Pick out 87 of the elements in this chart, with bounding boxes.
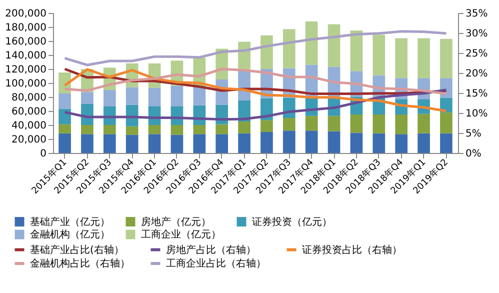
- legend-label: 证券投资占比（右轴）: [302, 244, 402, 256]
- bar: [103, 134, 116, 153]
- line-series: [64, 88, 448, 121]
- bar: [440, 112, 452, 134]
- bar: [238, 133, 250, 153]
- bar: [418, 114, 430, 134]
- bar: [260, 35, 273, 69]
- bar: [81, 92, 94, 104]
- bar: [193, 134, 206, 153]
- bar: [148, 125, 161, 134]
- bar: [395, 38, 408, 78]
- legend-label: 房地产占比（右轴）: [166, 244, 256, 256]
- bar: [440, 98, 452, 112]
- bar: [418, 38, 430, 78]
- bar: [193, 125, 206, 134]
- bar: [148, 88, 161, 106]
- bar: [216, 134, 228, 153]
- bar: [372, 34, 386, 76]
- bar: [238, 122, 250, 134]
- y-tick-label: 20,000: [12, 134, 46, 146]
- legend-label: 工商企业（亿元）: [141, 228, 221, 240]
- bar: [260, 132, 273, 153]
- bar: [305, 116, 318, 131]
- bar: [395, 114, 408, 134]
- y2-tick-label: 30%: [466, 28, 488, 40]
- legend-label: 金融机构（亿元）: [30, 228, 110, 240]
- bar: [170, 134, 184, 153]
- y-tick-label: 120,000: [5, 64, 46, 76]
- y2-tick-label: 0%: [466, 148, 482, 160]
- y-tick-label: 0: [40, 148, 46, 160]
- bar: [282, 130, 296, 153]
- bar: [126, 87, 138, 105]
- bar: [193, 86, 206, 106]
- legend-label: 房地产（亿元）: [141, 216, 211, 228]
- y-tick-label: 180,000: [5, 22, 46, 34]
- y-tick-label: 200,000: [5, 8, 46, 20]
- bar: [103, 90, 116, 106]
- bar: [126, 104, 138, 126]
- legend-label: 金融机构占比（右轴）: [30, 258, 130, 270]
- y2-tick-label: 10%: [466, 108, 488, 120]
- y-tick-label: 80,000: [12, 92, 46, 104]
- bar: [103, 125, 116, 134]
- bar: [58, 133, 71, 153]
- bar: [58, 94, 71, 109]
- legend-label: 基础产业占比(右轴）: [30, 244, 124, 256]
- bar: [216, 124, 228, 134]
- bar: [350, 30, 363, 72]
- legend-label: 工商企业占比（右轴）: [166, 258, 266, 270]
- y-tick-label: 160,000: [5, 36, 46, 48]
- bar: [305, 130, 318, 153]
- bar: [372, 133, 386, 153]
- bar: [58, 108, 71, 124]
- bar: [440, 133, 452, 153]
- bar: [350, 114, 363, 133]
- bar: [350, 132, 363, 153]
- y-tick-label: 40,000: [12, 120, 46, 132]
- bar: [282, 118, 296, 131]
- y2-tick-label: 15%: [466, 88, 488, 100]
- legend-label: 证券投资（亿元）: [252, 216, 332, 228]
- y-tick-label: 100,000: [5, 78, 46, 90]
- line-series: [64, 30, 448, 66]
- bar: [328, 116, 340, 132]
- bar: [305, 21, 318, 65]
- bar: [126, 134, 138, 153]
- bar: [170, 86, 184, 106]
- bar: [170, 125, 184, 135]
- y2-tick-label: 35%: [466, 8, 488, 20]
- bar: [148, 134, 161, 153]
- y2-tick-label: 5%: [466, 128, 482, 140]
- bar: [126, 126, 138, 135]
- bar: [395, 134, 408, 153]
- bar: [328, 131, 340, 153]
- bar: [81, 134, 94, 153]
- bar: [282, 29, 296, 68]
- bar: [260, 120, 273, 132]
- bar: [418, 133, 430, 153]
- bar: [440, 38, 452, 78]
- bar: [81, 125, 94, 134]
- bar: [58, 124, 71, 134]
- bar: [328, 24, 340, 67]
- bar: [372, 114, 386, 134]
- y-tick-label: 140,000: [5, 50, 46, 62]
- y2-tick-label: 25%: [466, 48, 488, 60]
- legend-label: 基础产业（亿元）: [30, 216, 110, 228]
- y2-tick-label: 20%: [466, 68, 488, 80]
- y-tick-label: 60,000: [12, 106, 46, 118]
- line-series: [64, 68, 448, 112]
